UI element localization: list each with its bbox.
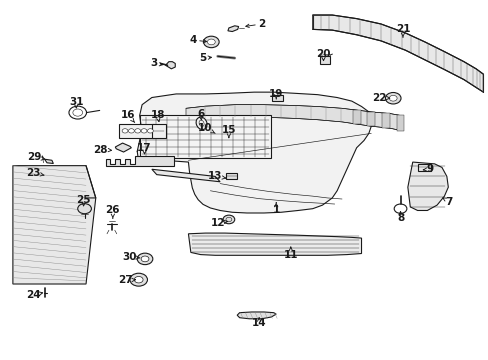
Circle shape <box>128 129 134 133</box>
Bar <box>119 124 154 138</box>
Bar <box>352 110 360 124</box>
Text: 9: 9 <box>422 164 432 174</box>
Circle shape <box>203 36 219 48</box>
Text: 14: 14 <box>251 318 266 328</box>
Polygon shape <box>105 156 173 166</box>
Text: 23: 23 <box>26 168 44 178</box>
Circle shape <box>207 39 215 45</box>
Polygon shape <box>185 105 400 131</box>
Text: 16: 16 <box>121 111 136 122</box>
Text: 13: 13 <box>207 171 225 181</box>
Bar <box>320 56 329 64</box>
Circle shape <box>78 204 91 214</box>
Circle shape <box>141 129 147 133</box>
Circle shape <box>137 253 153 265</box>
Text: 1: 1 <box>272 203 279 216</box>
Text: 20: 20 <box>316 49 330 60</box>
Polygon shape <box>312 15 483 92</box>
Text: 11: 11 <box>283 247 298 260</box>
Text: 31: 31 <box>69 97 83 108</box>
Polygon shape <box>165 62 175 69</box>
Circle shape <box>134 276 143 283</box>
Polygon shape <box>407 162 447 211</box>
Circle shape <box>141 256 149 262</box>
Text: 27: 27 <box>118 275 135 285</box>
Circle shape <box>73 109 82 116</box>
Polygon shape <box>137 92 370 213</box>
Text: 3: 3 <box>150 58 163 68</box>
Text: 25: 25 <box>76 195 91 206</box>
Ellipse shape <box>196 117 206 130</box>
Circle shape <box>122 129 128 133</box>
Text: 6: 6 <box>197 109 204 120</box>
Circle shape <box>135 129 141 133</box>
Text: 10: 10 <box>198 123 215 133</box>
Circle shape <box>388 95 396 101</box>
Bar <box>271 95 282 101</box>
Text: 5: 5 <box>199 53 211 63</box>
Bar <box>381 113 389 128</box>
Polygon shape <box>13 166 96 284</box>
Polygon shape <box>115 143 131 152</box>
Text: 15: 15 <box>221 125 236 138</box>
Text: 12: 12 <box>210 218 227 228</box>
Circle shape <box>385 93 400 104</box>
Text: 18: 18 <box>150 111 164 122</box>
Polygon shape <box>227 26 238 32</box>
Bar <box>417 164 430 171</box>
Bar <box>152 124 165 138</box>
Polygon shape <box>152 169 220 182</box>
Polygon shape <box>237 312 276 319</box>
Bar <box>396 116 404 131</box>
Text: 29: 29 <box>27 152 44 162</box>
Text: 24: 24 <box>26 290 42 300</box>
Text: 30: 30 <box>122 252 140 262</box>
Text: 26: 26 <box>105 206 120 218</box>
Bar <box>366 112 374 126</box>
Text: 22: 22 <box>371 93 389 103</box>
Text: 19: 19 <box>268 89 283 99</box>
Bar <box>140 116 271 158</box>
Bar <box>225 173 236 179</box>
Text: 28: 28 <box>93 144 111 154</box>
Circle shape <box>130 273 147 286</box>
Circle shape <box>223 215 234 224</box>
Text: 7: 7 <box>442 197 452 207</box>
Text: 21: 21 <box>395 24 409 37</box>
Polygon shape <box>188 233 361 255</box>
Text: 4: 4 <box>189 35 206 45</box>
Text: 8: 8 <box>396 211 404 222</box>
Text: 17: 17 <box>137 143 152 154</box>
Text: 2: 2 <box>245 19 264 29</box>
Polygon shape <box>44 159 53 163</box>
Circle shape <box>147 129 153 133</box>
